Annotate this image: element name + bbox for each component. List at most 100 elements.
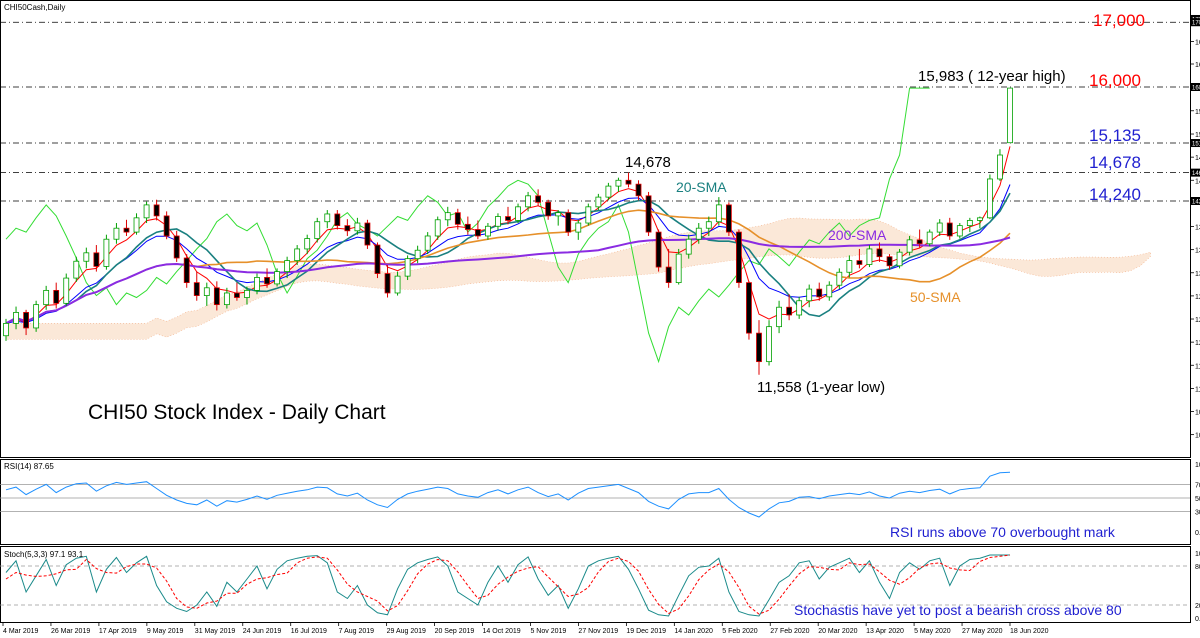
- label-20-sma: 20-SMA: [676, 179, 727, 195]
- stoch-panel-frame: [0, 546, 1191, 623]
- candle-body: [976, 217, 983, 221]
- candle-body: [464, 223, 471, 230]
- price-tag-box: [1191, 197, 1200, 205]
- x-tick-label: 14 Jan 2020: [674, 628, 713, 635]
- candle-body: [133, 217, 140, 233]
- candle-body: [143, 204, 150, 219]
- price-tag-box: [1191, 139, 1200, 148]
- stoch-tick-label: 0.00: [1195, 616, 1200, 623]
- level-label-14240: 14,240: [1089, 185, 1141, 204]
- candle-body: [535, 195, 542, 203]
- level-label-15135: 15,135: [1089, 126, 1141, 145]
- price-tag-box: [1191, 83, 1200, 91]
- candle-body: [33, 304, 40, 329]
- candle-body: [284, 260, 291, 273]
- stoch-tick-label: 100.0: [1195, 551, 1200, 558]
- candle-body: [173, 235, 180, 259]
- candle-body: [505, 216, 511, 221]
- candle-body: [625, 179, 632, 185]
- axis-layer: 17000 16702 16355 16000 15633 15274 14917 14560…: [2, 14, 1200, 635]
- stoch-tick-label: 20.0: [1195, 603, 1200, 610]
- y-tick-label: 14917: [1195, 155, 1200, 162]
- candle-body: [635, 183, 642, 197]
- level-label-14678: 14,678: [1089, 153, 1141, 172]
- candle-body: [946, 222, 953, 237]
- candle-body: [545, 201, 552, 217]
- rsi-label: RSI(14) 87.65: [4, 462, 54, 471]
- candle-body: [1007, 87, 1013, 144]
- price-tag-label: 16000: [1192, 86, 1200, 92]
- y-tick-label: 15633: [1195, 109, 1200, 116]
- price-tag-label: 15135: [1192, 142, 1200, 148]
- stoch-tick-label: 80.0: [1195, 564, 1200, 571]
- ichimoku-cloud: [5, 217, 1151, 340]
- price-tag-box: [1191, 168, 1200, 177]
- sma-200-line: [5, 236, 1011, 325]
- main-panel-frame: [0, 0, 1191, 458]
- candle-body: [123, 227, 130, 233]
- candle-body: [997, 154, 1003, 180]
- x-tick-label: 24 Jun 2019: [243, 628, 282, 635]
- candle-body: [956, 225, 963, 237]
- candle-body: [63, 277, 70, 304]
- stoch-annotation: Stochastis have yet to post a bearish cr…: [794, 602, 1122, 618]
- candle-body: [163, 215, 170, 237]
- candle-body: [434, 219, 441, 237]
- candle-body: [906, 239, 913, 253]
- candle-body: [495, 216, 501, 227]
- rsi-tick-label: 0.00: [1195, 530, 1200, 537]
- candle-body: [715, 204, 722, 223]
- candle-body: [234, 292, 240, 298]
- rsi-annotation: RSI runs above 70 overbought mark: [890, 524, 1116, 540]
- rsi-chart-layer: [0, 471, 1190, 518]
- x-tick-label: 20 Sep 2019: [435, 628, 475, 635]
- candle-body: [414, 249, 421, 260]
- candle-body: [83, 252, 90, 262]
- label-50-sma: 50-SMA: [910, 289, 961, 305]
- candle-body: [695, 227, 702, 240]
- candle-body: [766, 326, 772, 363]
- candle-body: [13, 312, 19, 324]
- candle-body: [93, 252, 100, 267]
- candle-body: [444, 212, 451, 221]
- candle-body: [515, 206, 521, 221]
- candle-body: [645, 195, 652, 233]
- y-tick-label: 12775: [1195, 294, 1200, 301]
- candle-body: [394, 275, 401, 294]
- candle-body: [384, 273, 391, 294]
- price-tag-box: [1191, 18, 1200, 27]
- x-tick-label: 13 Apr 2020: [866, 628, 904, 635]
- x-tick-label: 7 Aug 2019: [339, 628, 375, 635]
- rsi-tick-label: 70.00: [1195, 482, 1200, 489]
- price-tag-label: 14678: [1192, 171, 1200, 177]
- candle-body: [223, 292, 230, 306]
- candle-body: [776, 306, 782, 328]
- stoch-label: Stoch(5,3,3) 97.1 93.1: [4, 550, 84, 559]
- rsi-tick-label: 50.00: [1195, 496, 1200, 503]
- candle-body: [705, 221, 712, 229]
- y-tick-label: 11347: [1195, 386, 1200, 393]
- x-tick-label: 26 Mar 2019: [51, 628, 90, 635]
- candle-body: [424, 235, 431, 251]
- candle-body: [254, 277, 260, 291]
- candle-body: [786, 306, 793, 316]
- candle-body: [685, 238, 692, 255]
- x-tick-label: 9 May 2019: [147, 628, 184, 635]
- y-tick-label: 13132: [1195, 271, 1200, 278]
- stoch-chart-layer: [0, 554, 1190, 617]
- candle-body: [886, 256, 893, 267]
- x-tick-label: 14 Oct 2019: [483, 628, 521, 635]
- price-tag-label: 14240: [1192, 200, 1200, 206]
- y-tick-label: 12061: [1195, 340, 1200, 347]
- candle-body: [866, 248, 873, 265]
- y-tick-label: 11704: [1195, 363, 1200, 370]
- candle-body: [103, 238, 110, 267]
- candle-body: [896, 251, 903, 267]
- stoch-d-line: [5, 554, 1011, 615]
- x-tick-label: 31 May 2019: [195, 628, 236, 635]
- y-tick-label: 10633: [1195, 433, 1200, 440]
- chart-title: CHI50 Stock Index - Daily Chart: [88, 401, 386, 424]
- candle-body: [183, 257, 190, 284]
- annotation-14678-peak: 14,678: [625, 154, 671, 171]
